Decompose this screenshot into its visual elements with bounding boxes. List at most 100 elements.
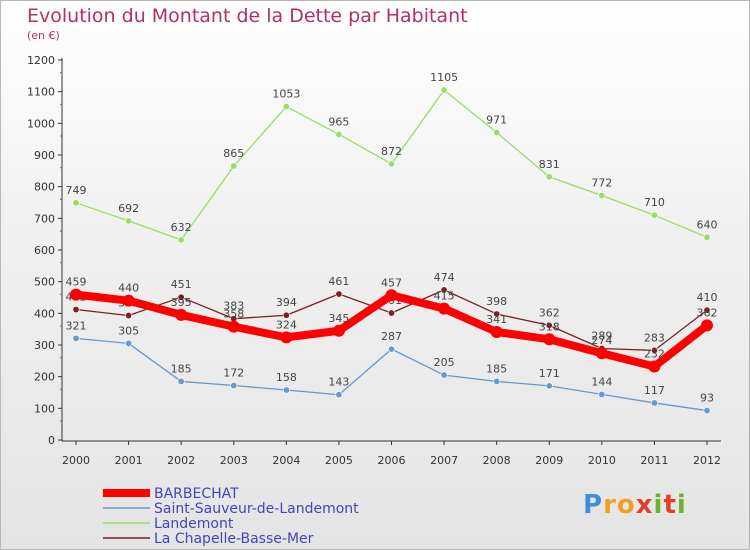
data-label: 287 [381,330,402,343]
x-tick-label: 2010 [588,454,616,467]
data-point [282,386,290,394]
data-label: 440 [118,282,139,295]
data-label: 172 [223,367,244,380]
x-tick-label: 2003 [220,454,248,467]
data-point [387,309,395,317]
data-point [72,334,80,342]
y-tick-label: 600 [34,244,55,257]
data-label: 341 [486,313,507,326]
data-point [703,306,711,314]
data-point [282,311,290,319]
data-point [545,173,553,181]
data-label: 398 [486,295,507,308]
data-label: 305 [118,324,139,337]
data-label: 321 [66,319,87,332]
logo-letter: t [663,490,677,520]
data-label: 185 [486,362,507,375]
y-tick-label: 400 [34,307,55,320]
data-label: 831 [539,158,560,171]
data-point [648,360,661,373]
data-point [125,312,133,320]
data-point [490,326,503,339]
data-label: 459 [66,276,87,289]
data-label: 749 [66,184,87,197]
logo-letter: P [583,490,604,520]
data-point [493,310,501,318]
data-label: 865 [223,147,244,160]
y-tick-label: 1200 [27,54,55,67]
y-tick-label: 100 [34,402,55,415]
data-label: 143 [328,376,349,389]
data-point [438,302,451,315]
data-label: 692 [118,202,139,215]
data-label: 289 [591,329,612,342]
data-point [125,217,133,225]
data-point [122,294,135,307]
x-tick-label: 2000 [62,454,90,467]
data-label: 158 [276,371,297,384]
data-label: 410 [697,291,718,304]
data-point [703,407,711,415]
data-label: 144 [591,375,612,388]
data-point [177,236,185,244]
data-label: 205 [434,356,455,369]
data-label: 1053 [272,88,300,101]
data-point [230,382,238,390]
legend-entry: La Chapelle-Basse-Mer [154,531,314,547]
logo-letter: r [603,490,617,520]
data-label: 971 [486,114,507,127]
data-point [227,320,240,333]
data-label: 185 [171,362,192,375]
logo-letter: i [676,490,687,520]
legend-entry: Saint-Sauveur-de-Landemont [154,501,359,517]
data-point [543,333,556,346]
data-point [177,377,185,385]
data-label: 324 [276,318,297,331]
logo-letter: i [653,490,664,520]
series-saint-sauveur-de-landemont: 321 305 185 172 158 143 287 205 185 171 144 117 93 [66,319,714,415]
data-point [493,129,501,137]
data-label: 461 [328,275,349,288]
proxiti-logo: Proxiti [583,490,687,520]
data-point [387,345,395,353]
data-point [230,162,238,170]
data-point [493,377,501,385]
data-label: 451 [171,278,192,291]
data-point [282,103,290,111]
data-label: 415 [434,290,455,303]
data-label: 395 [171,296,192,309]
data-label: 171 [539,367,560,380]
data-point [72,199,80,207]
y-tick-label: 200 [34,371,55,384]
data-point [335,130,343,138]
y-tick-label: 800 [34,181,55,194]
data-point [280,331,293,344]
data-point [650,399,658,407]
y-tick-label: 900 [34,149,55,162]
data-label: 358 [223,308,244,321]
data-point [650,346,658,354]
data-label: 394 [276,296,297,309]
x-tick-label: 2012 [693,454,721,467]
x-tick-label: 2004 [272,454,300,467]
data-label: 457 [381,276,402,289]
data-point [545,321,553,329]
data-label: 965 [328,115,349,128]
x-tick-label: 2005 [325,454,353,467]
data-point [335,391,343,399]
data-point [545,382,553,390]
y-tick-label: 300 [34,339,55,352]
data-label: 872 [381,145,402,158]
x-tick-label: 2001 [115,454,143,467]
data-point [125,339,133,347]
data-point [701,319,713,332]
series-landemont: 749 692 632 865 1053 965 872 1105 971 831 772 710 64… [66,71,718,244]
data-point [703,233,711,241]
logo-letter: x [635,490,654,520]
data-label: 274 [591,334,612,347]
data-label: 772 [591,177,612,190]
data-label: 232 [644,348,665,361]
data-point [440,286,448,294]
data-label: 93 [700,392,714,405]
data-label: 632 [171,221,192,234]
